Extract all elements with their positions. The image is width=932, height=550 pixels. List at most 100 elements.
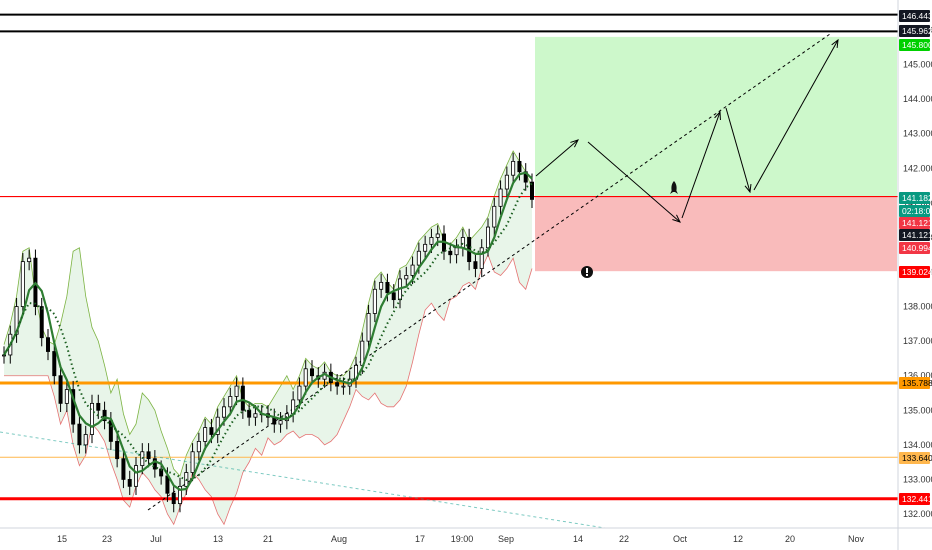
candle-body xyxy=(303,368,308,387)
candle-body xyxy=(190,451,195,473)
price-tick-label: 132.000 xyxy=(903,509,932,519)
arrow-1-head xyxy=(570,139,579,148)
cloud-area xyxy=(4,151,532,525)
candle-body xyxy=(215,416,220,435)
price-badge-label: 02:18:01 xyxy=(902,206,932,216)
price-tick-label: 142.000 xyxy=(903,163,932,173)
candle-body xyxy=(46,337,51,352)
candle-body xyxy=(341,385,346,388)
price-tick-label: 144.000 xyxy=(903,94,932,104)
arrow-5[interactable] xyxy=(753,39,839,191)
time-tick-label: 13 xyxy=(213,534,223,544)
price-badge-label: 145.800 xyxy=(902,40,932,50)
price-badge xyxy=(899,10,930,22)
time-axis[interactable]: 15 23 Jul 13 21 Aug 17 19:00 Sep 14 22 Oct 12 20 Nov xyxy=(57,534,865,544)
candle-body xyxy=(152,458,157,470)
candle-body xyxy=(71,389,76,425)
trendlines[interactable] xyxy=(0,33,831,529)
candle-body xyxy=(498,188,503,207)
time-tick-label: 12 xyxy=(733,534,743,544)
candle-body xyxy=(171,492,176,505)
falling-trendline[interactable] xyxy=(0,431,606,529)
price-badge xyxy=(899,205,930,217)
candle-body xyxy=(133,465,138,487)
price-tick-label: 137.000 xyxy=(903,336,932,346)
price-badge xyxy=(899,377,930,389)
candle-body xyxy=(530,181,535,200)
candle-body xyxy=(96,402,101,411)
arrow-4-head xyxy=(744,183,752,194)
candle-body xyxy=(391,292,396,301)
time-tick-label: Sep xyxy=(498,534,514,544)
candle-body xyxy=(90,402,95,435)
candle-body xyxy=(278,420,283,425)
time-tick-label: 17 xyxy=(415,534,425,544)
arrow-3[interactable] xyxy=(681,111,721,219)
candle-body xyxy=(335,382,340,387)
candle-body xyxy=(460,237,465,249)
arrow-2[interactable] xyxy=(587,141,681,223)
price-badge xyxy=(899,25,930,37)
candle-body xyxy=(146,451,151,460)
arrow-2-head xyxy=(672,214,681,223)
candle-body xyxy=(473,261,478,269)
price-badge-label: 145.962 xyxy=(902,26,932,36)
price-tick-label: 143.000 xyxy=(903,129,932,139)
candle-body xyxy=(297,385,302,401)
candle-body xyxy=(416,250,421,266)
projection-arrows[interactable] xyxy=(535,38,839,223)
candle-body xyxy=(410,264,415,276)
time-tick-label: Oct xyxy=(673,534,688,544)
candle-body xyxy=(517,160,522,173)
price-badge xyxy=(899,266,930,278)
price-tick-label: 135.000 xyxy=(903,405,932,415)
candle-body xyxy=(20,261,25,307)
moving-averages xyxy=(3,171,533,491)
price-badge xyxy=(899,192,930,204)
candle-body xyxy=(39,306,44,339)
time-tick-label: 21 xyxy=(263,534,273,544)
time-tick-label: Jul xyxy=(150,534,162,544)
candle-body xyxy=(83,434,88,446)
arrow-3-head xyxy=(714,110,721,121)
rocket-icon xyxy=(670,181,678,194)
time-tick-label: 14 xyxy=(573,534,583,544)
candle-body xyxy=(485,226,490,249)
candle-body xyxy=(221,406,226,418)
rising-trendline[interactable] xyxy=(147,33,831,511)
arrow-1[interactable] xyxy=(535,139,579,177)
price-badge-label: 133.640 xyxy=(902,453,932,463)
candle-body xyxy=(309,368,314,377)
candle-body xyxy=(404,275,409,280)
candle-body xyxy=(121,458,126,480)
candle-body xyxy=(77,423,82,446)
price-badge-label: 140.994 xyxy=(902,243,932,253)
price-tick-label: 136.000 xyxy=(903,371,932,381)
price-badge xyxy=(899,493,930,505)
time-tick-label: Aug xyxy=(331,534,347,544)
candle-body xyxy=(504,174,509,190)
price-badge-label: 141.121 xyxy=(902,230,932,240)
price-badge xyxy=(899,217,930,229)
candle-body xyxy=(511,160,516,176)
price-tick-label: 138.000 xyxy=(903,302,932,312)
arrow-5-head xyxy=(831,38,839,49)
price-badge-label: 141.182 xyxy=(902,193,932,203)
candle-body xyxy=(366,313,371,342)
candle-body xyxy=(52,351,57,377)
candle-body xyxy=(165,475,170,494)
position-zones[interactable] xyxy=(535,36,897,272)
arrow-4[interactable] xyxy=(725,107,751,193)
time-tick-label: 20 xyxy=(785,534,795,544)
candle-body xyxy=(177,485,182,505)
price-badge-label: 146.443 xyxy=(902,11,932,21)
time-tick-label: 22 xyxy=(619,534,629,544)
candle-body xyxy=(454,247,459,256)
candle-body xyxy=(203,427,208,442)
candle-body xyxy=(58,375,63,404)
loss-zone[interactable] xyxy=(535,196,897,272)
candle-body xyxy=(240,385,245,411)
candle-body xyxy=(448,250,453,256)
candle-body xyxy=(27,257,32,263)
